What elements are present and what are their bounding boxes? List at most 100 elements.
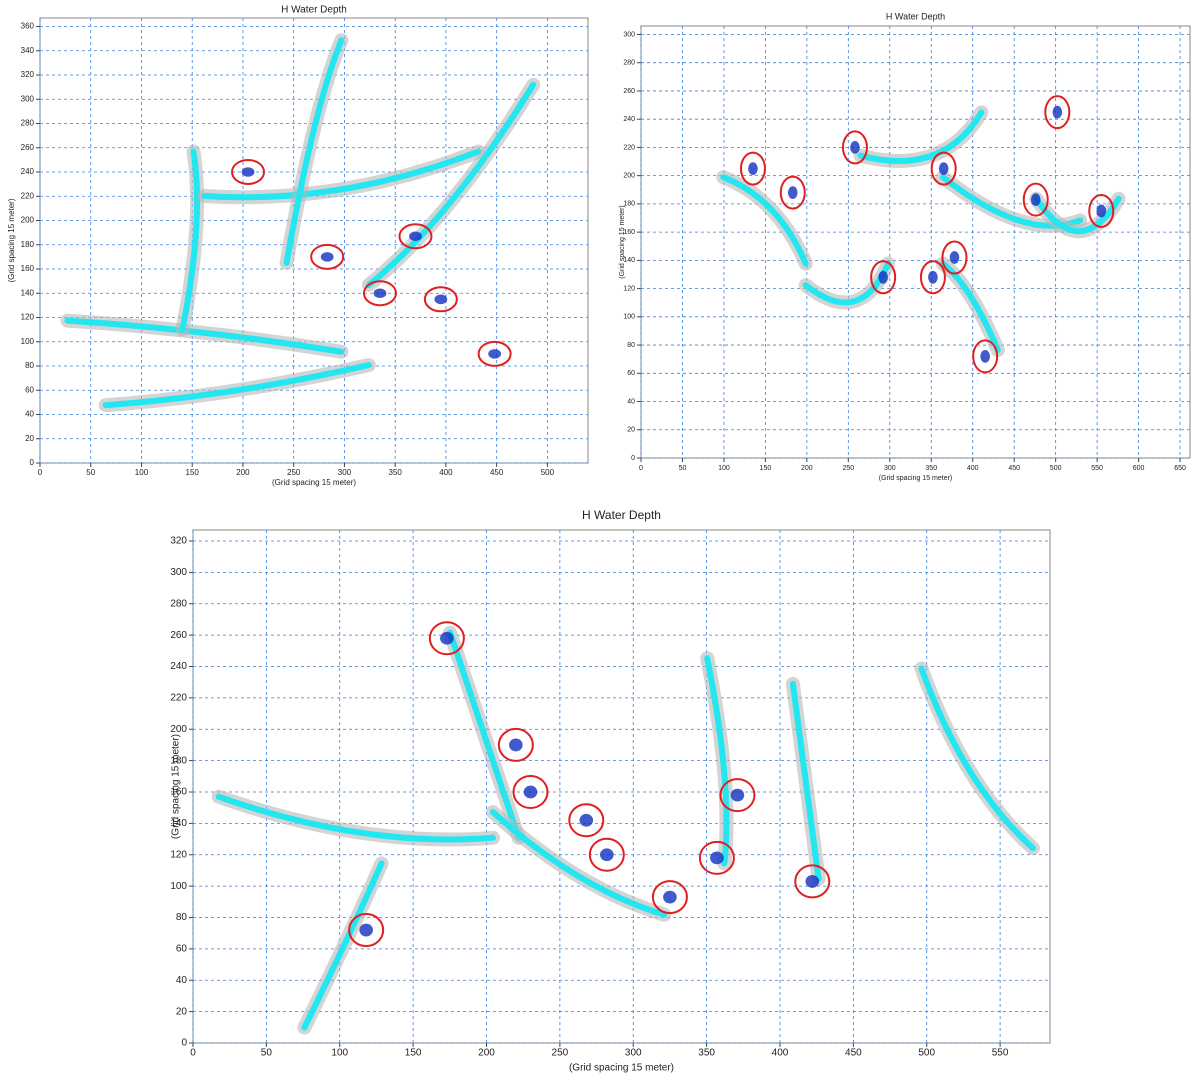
x-tick-label: 500 <box>1050 465 1062 472</box>
y-tick-label: 340 <box>21 46 35 55</box>
flood-hotspot <box>928 271 938 284</box>
y-tick-label: 40 <box>25 410 34 419</box>
x-tick-label: 50 <box>261 1048 273 1059</box>
y-tick-label: 180 <box>21 240 35 249</box>
y-tick-label: 80 <box>627 342 635 349</box>
y-tick-label: 0 <box>30 458 35 467</box>
y-axis-label: (Grid spacing 15 meter) <box>619 205 626 279</box>
y-tick-label: 180 <box>170 755 187 766</box>
y-tick-label: 140 <box>170 818 187 829</box>
y-tick-label: 300 <box>21 94 35 103</box>
x-tick-label: 100 <box>135 468 149 477</box>
y-tick-label: 0 <box>631 455 635 462</box>
y-tick-label: 160 <box>623 229 635 236</box>
y-tick-label: 100 <box>21 337 35 346</box>
plot-area <box>193 530 1050 1043</box>
x-tick-label: 200 <box>801 465 813 472</box>
plot-area <box>641 26 1190 458</box>
y-tick-label: 120 <box>170 849 187 860</box>
flood-hotspot <box>850 141 860 154</box>
x-tick-label: 450 <box>1008 465 1020 472</box>
x-tick-label: 250 <box>842 465 854 472</box>
x-tick-label: 0 <box>38 468 43 477</box>
flood-hotspot <box>409 231 422 241</box>
flood-hotspot <box>710 851 724 864</box>
flood-hotspot <box>939 162 949 175</box>
y-tick-label: 320 <box>170 536 187 547</box>
chart-title: H Water Depth <box>281 5 347 16</box>
y-tick-label: 20 <box>25 434 34 443</box>
y-tick-label: 0 <box>181 1038 187 1049</box>
x-tick-label: 400 <box>772 1048 789 1059</box>
y-tick-label: 160 <box>170 787 187 798</box>
x-tick-label: 0 <box>639 465 643 472</box>
flood-hotspot <box>242 167 255 177</box>
y-tick-label: 60 <box>627 370 635 377</box>
flood-hotspot <box>524 786 538 799</box>
flood-hotspot <box>579 814 593 827</box>
chart-panel: H Water Depth(Grid spacing 15 meter)(Gri… <box>619 11 1190 481</box>
x-tick-label: 50 <box>86 468 95 477</box>
y-tick-label: 180 <box>623 201 635 208</box>
y-tick-label: 220 <box>21 191 35 200</box>
x-tick-label: 150 <box>760 465 772 472</box>
figure: H Water Depth (Grid spacing 15 meter) (Gri… <box>0 0 1198 1077</box>
chart-panel: H Water Depth(Grid spacing 15 meter)(Gri… <box>7 5 588 487</box>
y-tick-label: 200 <box>170 724 187 735</box>
flood-hotspot <box>731 789 745 802</box>
x-tick-label: 550 <box>1091 465 1103 472</box>
x-tick-label: 400 <box>967 465 979 472</box>
flood-hotspot <box>878 271 888 284</box>
chart-title: H Water Depth <box>582 508 661 522</box>
x-tick-label: 350 <box>389 468 403 477</box>
y-tick-label: 40 <box>176 975 188 986</box>
y-tick-label: 240 <box>170 661 187 672</box>
x-axis-label: (Grid spacing 15 meter) <box>272 478 356 487</box>
x-tick-label: 600 <box>1133 465 1145 472</box>
flood-hotspot <box>434 295 447 305</box>
y-tick-label: 220 <box>623 144 635 151</box>
y-tick-label: 260 <box>170 630 187 641</box>
y-tick-label: 280 <box>170 598 187 609</box>
flood-hotspot <box>509 739 523 752</box>
flood-hotspot <box>950 251 960 264</box>
chart-panel: H Water Depth(Grid spacing 15 meter)(Gri… <box>170 508 1050 1073</box>
x-tick-label: 100 <box>331 1048 348 1059</box>
flood-hotspot <box>440 632 454 645</box>
y-tick-label: 140 <box>21 288 35 297</box>
x-tick-label: 350 <box>698 1048 715 1059</box>
x-tick-label: 400 <box>439 468 453 477</box>
x-tick-label: 300 <box>338 468 352 477</box>
y-tick-label: 40 <box>627 398 635 405</box>
flood-hotspot <box>321 252 334 262</box>
flood-hotspot <box>788 186 798 199</box>
y-tick-label: 280 <box>21 119 35 128</box>
x-tick-label: 350 <box>925 465 937 472</box>
y-tick-label: 260 <box>21 143 35 152</box>
x-tick-label: 0 <box>190 1048 196 1059</box>
y-tick-label: 100 <box>170 881 187 892</box>
flood-hotspot <box>1053 106 1063 119</box>
x-tick-label: 650 <box>1174 465 1186 472</box>
y-tick-label: 100 <box>623 314 635 321</box>
x-axis-label: (Grid spacing 15 meter) <box>879 475 953 482</box>
x-tick-label: 200 <box>236 468 250 477</box>
flood-hotspot <box>805 875 819 888</box>
y-tick-label: 320 <box>21 70 35 79</box>
y-tick-label: 120 <box>623 285 635 292</box>
flood-hotspot <box>374 288 387 298</box>
y-tick-label: 80 <box>176 912 188 923</box>
y-tick-label: 20 <box>176 1006 188 1017</box>
y-tick-label: 140 <box>623 257 635 264</box>
x-tick-label: 150 <box>186 468 200 477</box>
y-tick-label: 20 <box>627 427 635 434</box>
x-tick-label: 500 <box>541 468 555 477</box>
y-tick-label: 260 <box>623 88 635 95</box>
x-tick-label: 300 <box>625 1048 642 1059</box>
flood-hotspot <box>748 162 758 175</box>
x-tick-label: 550 <box>992 1048 1009 1059</box>
flood-hotspot <box>1031 193 1041 206</box>
y-tick-label: 360 <box>21 22 35 31</box>
x-tick-label: 100 <box>718 465 730 472</box>
x-tick-label: 500 <box>918 1048 935 1059</box>
